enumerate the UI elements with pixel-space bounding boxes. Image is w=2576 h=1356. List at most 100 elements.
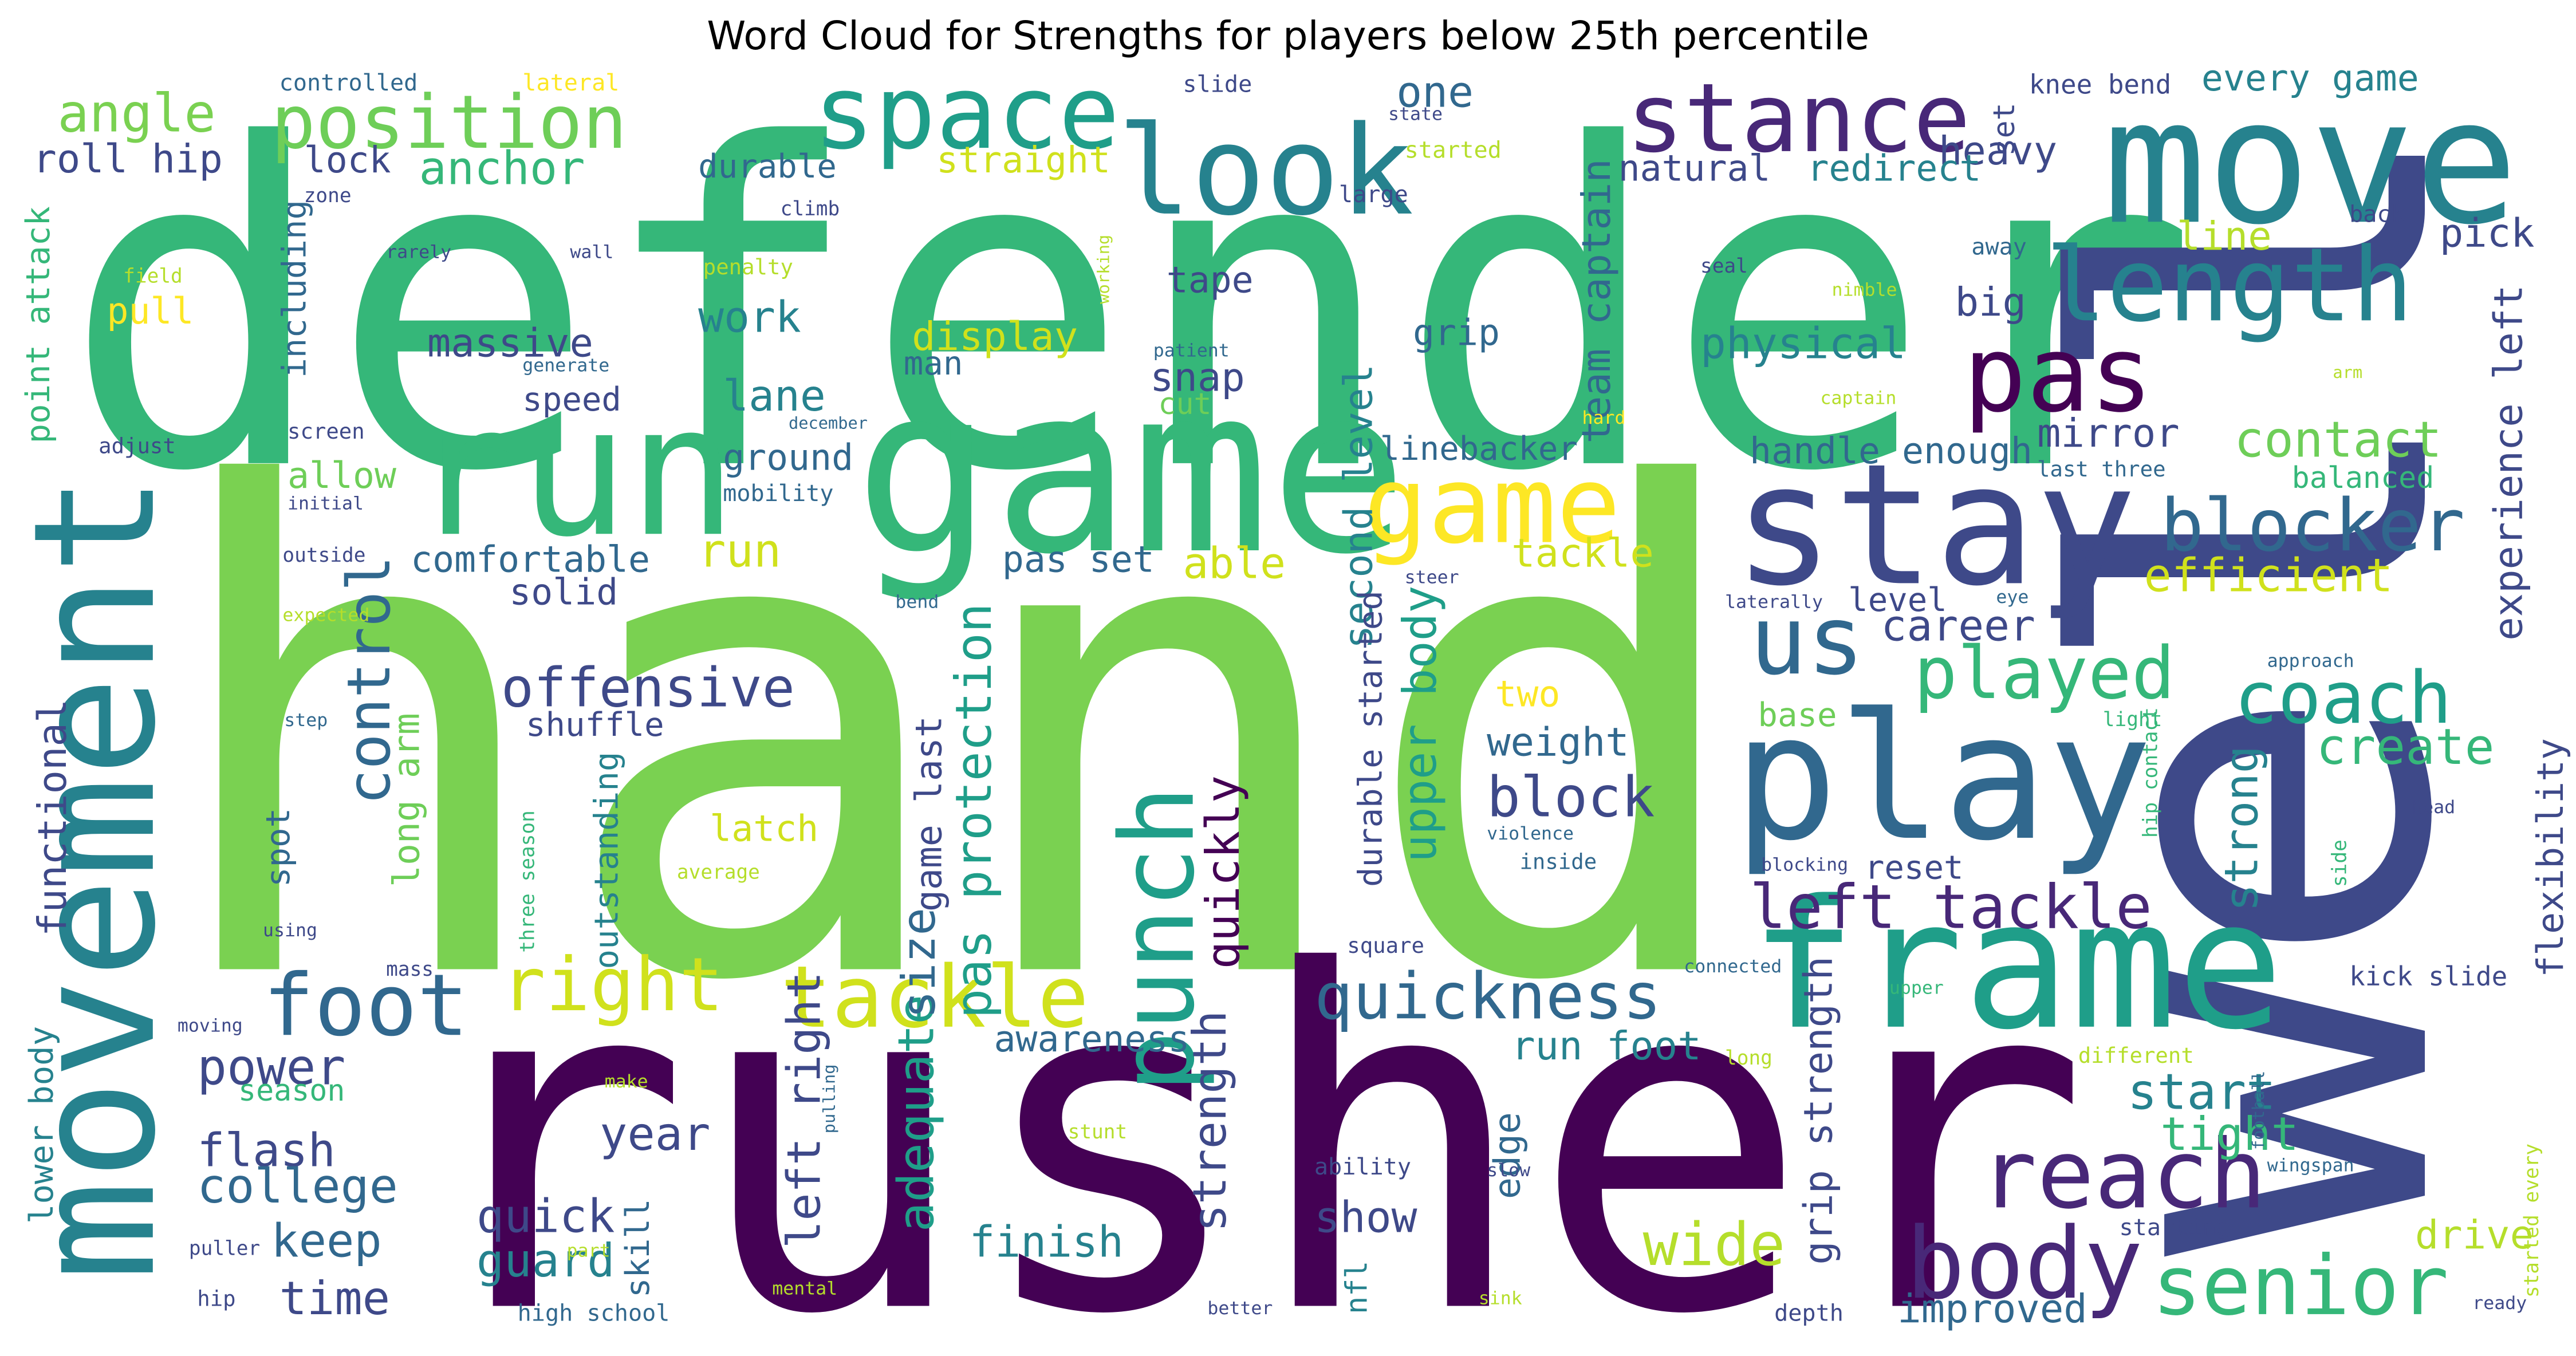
word: improved: [1897, 1286, 2087, 1332]
word: angle: [57, 82, 215, 144]
word: arm: [2333, 362, 2362, 382]
word: mental: [772, 1278, 837, 1299]
word: keep: [271, 1213, 381, 1267]
word: body: [1906, 1206, 2143, 1321]
word: drive: [2415, 1212, 2534, 1258]
word: nfl: [1340, 1261, 1374, 1314]
word: wall: [570, 242, 613, 262]
word: game: [1364, 443, 1621, 567]
word: pas protection: [946, 603, 1003, 1018]
word: career: [1881, 601, 2035, 651]
word: generate: [522, 355, 609, 376]
word: durable: [698, 147, 837, 186]
word: roll hip: [33, 136, 223, 182]
word: two: [1495, 672, 1560, 715]
word: pulling: [819, 1064, 838, 1133]
word: three season: [516, 810, 539, 953]
word: able: [1183, 539, 1286, 589]
word: hard: [1582, 408, 1625, 428]
word: solid: [509, 571, 618, 613]
word: approach: [2267, 651, 2354, 672]
word: awareness: [994, 1018, 1190, 1060]
word: lock: [304, 139, 391, 181]
word: pas: [1963, 314, 2153, 436]
word: mirror: [2037, 411, 2180, 456]
word: side: [2328, 839, 2351, 887]
word: ready: [2472, 1293, 2527, 1314]
word: pull: [107, 290, 194, 332]
word: us: [1750, 586, 1864, 696]
word: move: [2103, 62, 2518, 263]
word: experience left: [2486, 285, 2531, 641]
word: spot: [259, 808, 297, 887]
word: initial: [287, 493, 364, 514]
word: ground: [723, 436, 853, 478]
word: line: [2177, 214, 2272, 259]
word: run: [411, 366, 737, 577]
word: last three: [2037, 456, 2165, 482]
word: step: [284, 710, 328, 731]
word: part: [567, 1240, 610, 1261]
word: starting: [2119, 1215, 2230, 1241]
word: left tackle: [1750, 872, 2152, 943]
word: team captain: [1574, 159, 1620, 443]
word: allow: [287, 454, 396, 496]
word: stay: [1733, 428, 2137, 623]
word: movement: [0, 474, 193, 1281]
word: working: [1093, 235, 1113, 304]
word: better: [1207, 1298, 1273, 1319]
word: reach: [1980, 1120, 2267, 1230]
word: laterally: [1725, 592, 1823, 612]
word: coach: [2234, 656, 2452, 740]
word: controlled: [279, 70, 418, 96]
word: durable started: [1352, 590, 1390, 887]
word: weight: [1487, 720, 1629, 766]
word: size: [892, 908, 946, 1018]
word: wingspan: [2267, 1155, 2354, 1176]
word: quick: [476, 1189, 615, 1243]
word: start: [2128, 1063, 2276, 1121]
word: right: [501, 942, 724, 1028]
word: wide: [1643, 1211, 1786, 1279]
word: lane: [723, 371, 826, 421]
word: lower body: [22, 1026, 61, 1224]
word: tape: [1167, 259, 1254, 301]
word: rusher: [411, 875, 2090, 1356]
word: foot: [263, 956, 468, 1055]
word: mass: [386, 958, 434, 981]
word: latch: [710, 807, 818, 850]
word: grip: [1413, 311, 1500, 353]
word: back: [2349, 201, 2405, 227]
word: adequate: [888, 995, 945, 1232]
word: adjust: [99, 433, 176, 459]
word: moving: [178, 1015, 243, 1036]
word: rarely: [386, 242, 451, 262]
word: climb: [781, 198, 840, 220]
word: shuffle: [526, 705, 664, 744]
word: work: [698, 292, 801, 342]
word: finish: [969, 1217, 1123, 1267]
word: speed: [522, 380, 621, 419]
word: college: [197, 1158, 398, 1214]
word: make: [605, 1071, 648, 1092]
word: create: [2317, 719, 2495, 776]
word: flexibility: [2529, 738, 2571, 977]
word: lateral: [522, 70, 619, 96]
word: eye: [1996, 587, 2028, 608]
word: physical: [1700, 318, 1906, 368]
word: control: [335, 555, 404, 805]
word: length: [2045, 226, 2413, 344]
word: stunt: [1068, 1121, 1128, 1144]
word: started every: [2520, 1144, 2543, 1298]
word: blocker: [2160, 483, 2465, 567]
word: senior: [2152, 1238, 2449, 1334]
word: long: [1725, 1047, 1773, 1070]
word: outstanding: [588, 752, 626, 969]
word: square: [1347, 933, 1424, 958]
word: offensive: [501, 656, 795, 719]
word: game last: [908, 716, 950, 912]
word: skill: [619, 1199, 657, 1298]
word: redirect: [1807, 147, 1981, 190]
word: mobility: [723, 480, 833, 507]
word: look: [1117, 99, 1414, 243]
